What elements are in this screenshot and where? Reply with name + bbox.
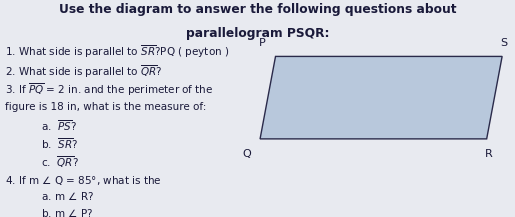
Text: figure is 18 in, what is the measure of:: figure is 18 in, what is the measure of: xyxy=(5,102,207,112)
Text: P: P xyxy=(259,38,266,48)
Text: parallelogram PSQR:: parallelogram PSQR: xyxy=(186,27,329,40)
Text: Q: Q xyxy=(243,149,251,159)
Text: b. m $\angle$ P?: b. m $\angle$ P? xyxy=(28,207,94,217)
Text: c.  $\overline{QR}$?: c. $\overline{QR}$? xyxy=(28,154,79,169)
Text: 3. If $\overline{PQ}$ = 2 in. and the perimeter of the: 3. If $\overline{PQ}$ = 2 in. and the pe… xyxy=(5,82,214,98)
Text: a. m $\angle$ R?: a. m $\angle$ R? xyxy=(28,190,94,202)
Polygon shape xyxy=(260,56,502,139)
Text: b.  $\overline{SR}$?: b. $\overline{SR}$? xyxy=(28,136,79,151)
Text: 1. What side is parallel to $\overline{SR}$?PQ ( peyton ): 1. What side is parallel to $\overline{S… xyxy=(5,44,230,60)
Text: 2. What side is parallel to $\overline{QR}$?: 2. What side is parallel to $\overline{Q… xyxy=(5,63,163,80)
Text: a.  $\overline{PS}$?: a. $\overline{PS}$? xyxy=(28,118,77,133)
Text: Use the diagram to answer the following questions about: Use the diagram to answer the following … xyxy=(59,3,456,16)
Text: 4. If m $\angle$ Q = 85°, what is the: 4. If m $\angle$ Q = 85°, what is the xyxy=(5,174,162,187)
Text: S: S xyxy=(500,38,507,48)
Text: R: R xyxy=(485,149,493,159)
